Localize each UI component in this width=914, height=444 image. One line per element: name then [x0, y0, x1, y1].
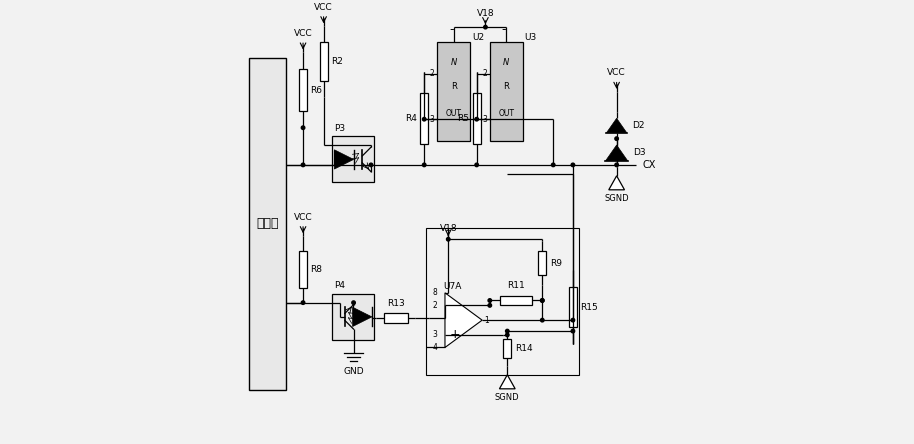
Bar — [299, 69, 307, 111]
Text: D2: D2 — [632, 121, 644, 130]
Text: N: N — [503, 58, 509, 67]
Text: U2: U2 — [472, 32, 484, 42]
Text: R2: R2 — [331, 57, 343, 66]
Text: 单片机: 单片机 — [257, 218, 279, 230]
Circle shape — [540, 318, 544, 322]
Circle shape — [475, 118, 478, 121]
Text: R8: R8 — [311, 265, 323, 274]
Text: OUT: OUT — [446, 109, 462, 118]
Text: D3: D3 — [632, 148, 645, 157]
Text: SGND: SGND — [604, 194, 629, 203]
Bar — [504, 339, 511, 358]
Text: R: R — [451, 82, 457, 91]
Circle shape — [302, 126, 304, 130]
Bar — [437, 43, 470, 141]
Text: R: R — [504, 82, 509, 91]
Circle shape — [352, 301, 356, 305]
Text: GND: GND — [344, 367, 364, 376]
Text: SGND: SGND — [495, 393, 519, 402]
Bar — [500, 296, 532, 305]
Text: 8: 8 — [432, 288, 437, 297]
Circle shape — [488, 299, 492, 302]
Circle shape — [484, 25, 487, 29]
Text: VCC: VCC — [314, 3, 333, 12]
Text: R9: R9 — [549, 259, 562, 268]
Polygon shape — [607, 118, 627, 133]
Text: R6: R6 — [311, 86, 323, 95]
Text: R11: R11 — [507, 281, 525, 290]
Text: -: - — [450, 299, 454, 312]
Circle shape — [571, 163, 575, 166]
Circle shape — [615, 163, 619, 166]
Circle shape — [422, 163, 426, 166]
Polygon shape — [335, 150, 354, 169]
Bar — [420, 93, 428, 144]
Text: R14: R14 — [515, 344, 532, 353]
Bar — [333, 294, 374, 340]
Circle shape — [551, 163, 555, 166]
Bar — [569, 286, 577, 328]
Text: N: N — [451, 58, 457, 67]
Text: +: + — [450, 329, 460, 341]
Text: 2: 2 — [432, 301, 437, 310]
Circle shape — [302, 301, 304, 305]
Circle shape — [505, 329, 509, 333]
Circle shape — [540, 299, 544, 302]
Text: VCC: VCC — [293, 29, 313, 38]
Text: -: - — [450, 23, 453, 36]
Circle shape — [475, 163, 478, 166]
Text: 3: 3 — [432, 330, 437, 339]
Text: R5: R5 — [457, 114, 469, 123]
Polygon shape — [445, 293, 483, 348]
Bar — [333, 136, 374, 182]
Bar — [299, 251, 307, 288]
Text: P3: P3 — [334, 124, 345, 133]
Polygon shape — [609, 176, 624, 190]
Text: R15: R15 — [580, 302, 598, 312]
Polygon shape — [353, 307, 372, 326]
Text: V18: V18 — [440, 224, 457, 233]
Text: 4: 4 — [432, 343, 437, 352]
Circle shape — [505, 333, 509, 337]
Text: 3: 3 — [483, 115, 487, 124]
Circle shape — [369, 163, 373, 166]
Bar — [538, 251, 547, 275]
Circle shape — [615, 137, 619, 140]
Text: 1: 1 — [484, 316, 489, 325]
Text: OUT: OUT — [498, 109, 515, 118]
Bar — [473, 93, 481, 144]
Text: VCC: VCC — [293, 213, 313, 222]
Text: P4: P4 — [334, 281, 345, 290]
Text: 2: 2 — [430, 69, 435, 79]
Bar — [250, 58, 286, 390]
Circle shape — [571, 318, 575, 322]
Polygon shape — [606, 145, 628, 161]
Circle shape — [540, 299, 544, 302]
Text: U7A: U7A — [442, 281, 462, 291]
Text: V18: V18 — [476, 9, 494, 18]
Text: VCC: VCC — [607, 68, 626, 77]
Circle shape — [422, 118, 426, 121]
Text: 3: 3 — [430, 115, 435, 124]
Text: R4: R4 — [405, 114, 417, 123]
Text: CX: CX — [643, 160, 656, 170]
Bar — [427, 228, 579, 375]
Circle shape — [488, 304, 492, 307]
Bar — [490, 43, 523, 141]
Bar — [320, 42, 327, 81]
Text: U3: U3 — [525, 32, 537, 42]
Polygon shape — [499, 375, 515, 389]
Circle shape — [447, 238, 450, 241]
Text: R13: R13 — [387, 299, 405, 308]
Circle shape — [571, 329, 575, 333]
Text: 2: 2 — [483, 69, 487, 79]
Bar — [384, 313, 408, 323]
Text: -: - — [502, 23, 506, 36]
Circle shape — [302, 163, 304, 166]
